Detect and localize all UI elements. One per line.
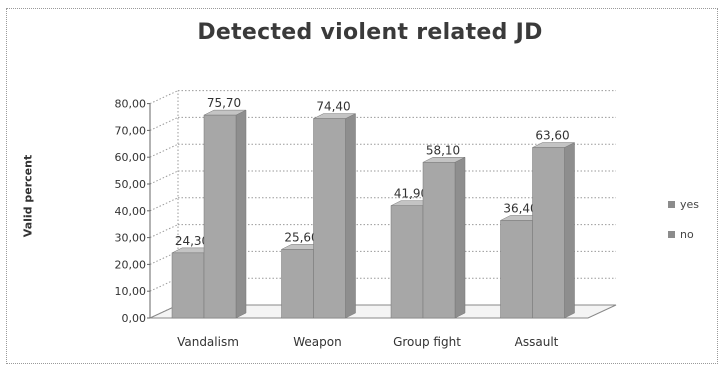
data-label: 75,70	[207, 96, 241, 110]
legend-item-yes: yes	[668, 196, 699, 212]
legend-swatch-no	[668, 230, 675, 238]
gridline-depth	[149, 197, 179, 212]
data-label: 41,90	[394, 187, 428, 201]
data-label: 25,60	[284, 230, 318, 244]
y-tick-label: 30,00	[115, 232, 147, 245]
y-tick-label: 60,00	[115, 151, 147, 164]
gridline-depth	[149, 143, 179, 158]
legend: yes no	[668, 196, 699, 256]
data-label: 63,60	[535, 129, 569, 143]
bar-side-1-1	[345, 113, 356, 319]
y-tick-label: 40,00	[115, 205, 147, 218]
legend-label-no: no	[680, 227, 694, 241]
chart-title: Detected violent related JD	[197, 20, 543, 45]
legend-item-no: no	[668, 226, 699, 242]
y-tick-label: 80,00	[115, 98, 147, 111]
data-label: 58,10	[426, 143, 460, 157]
y-tick-label: 50,00	[115, 178, 147, 191]
legend-swatch-yes	[668, 200, 675, 208]
bar-no-group-fight	[422, 162, 456, 319]
bar-no-vandalism	[203, 114, 237, 319]
x-category-label: Group fight	[393, 335, 461, 349]
x-category-label: Vandalism	[177, 335, 239, 349]
x-category-label: Assault	[515, 335, 559, 349]
data-label: 24,30	[175, 234, 209, 248]
legend-label-yes: yes	[680, 197, 700, 211]
gridline-depth	[149, 116, 179, 131]
bar-side-1-2	[454, 156, 466, 319]
bar-no-weapon	[313, 118, 346, 319]
bar-yes-group-fight	[390, 205, 424, 319]
gridline-depth	[149, 90, 179, 105]
y-tick-label: 0,00	[122, 312, 147, 325]
y-tick-label: 70,00	[115, 124, 147, 137]
data-label: 74,40	[316, 100, 350, 114]
y-tick-label: 20,00	[115, 258, 147, 271]
bar-side-1-0	[235, 109, 247, 319]
y-tick-label: 10,00	[115, 285, 147, 298]
data-label: 36,40	[503, 201, 537, 215]
gridline-depth	[149, 224, 179, 239]
bar-yes-vandalism	[171, 252, 205, 319]
bar-no-assault	[532, 147, 565, 319]
bar-yes-assault	[500, 220, 533, 319]
gridline-depth	[149, 170, 179, 185]
x-category-label: Weapon	[293, 335, 341, 349]
bar-yes-weapon	[281, 249, 314, 319]
bar-side-1-3	[564, 142, 575, 319]
